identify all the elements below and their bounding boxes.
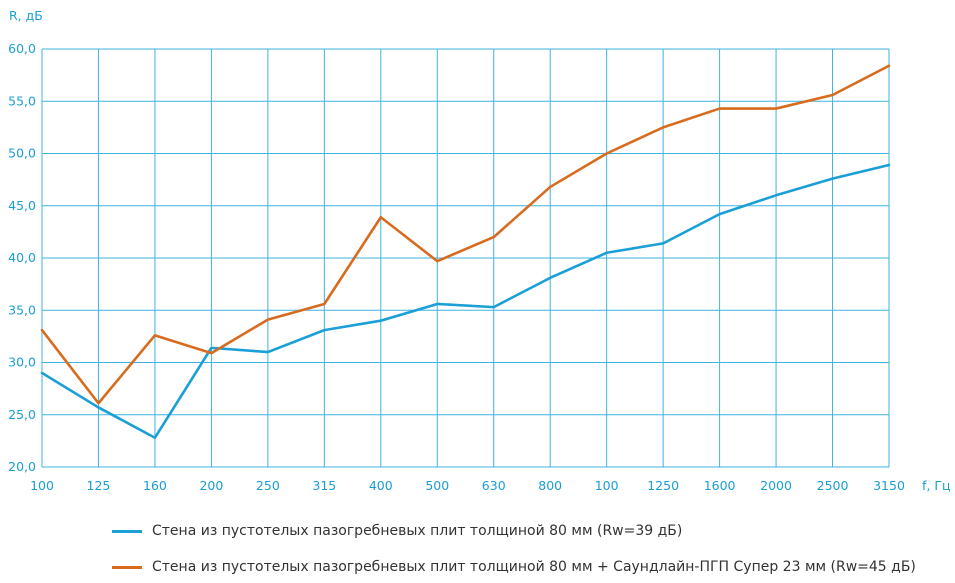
y-tick-label: 45,0	[8, 198, 36, 213]
y-tick-label: 60,0	[8, 41, 36, 56]
x-tick-label: 500	[425, 478, 449, 493]
x-tick-label: 250	[256, 478, 280, 493]
y-tick-labels: 20,0 25,0 30,0 35,0 40,0 45,0 50,0 55,0 60,0	[8, 41, 36, 474]
legend-swatch-1	[112, 529, 142, 533]
y-tick-label: 50,0	[8, 146, 36, 161]
x-tick-label: 100	[30, 478, 54, 493]
legend-item-2: Стена из пустотелых пазогребневых плит т…	[112, 559, 916, 575]
legend-label-1: Стена из пустотелых пазогребневых плит т…	[152, 523, 683, 539]
x-tick-label: 200	[199, 478, 223, 493]
x-tick-label: 315	[312, 478, 336, 493]
x-tick-label: 2500	[817, 478, 849, 493]
x-tick-label: 3150	[873, 478, 905, 493]
y-tick-label: 20,0	[8, 459, 36, 474]
series-line-1	[40, 163, 891, 440]
x-tick-label: 800	[538, 478, 562, 493]
x-axis-label: f, Гц	[922, 478, 950, 493]
series-line-2	[40, 64, 891, 405]
y-tick-label: 30,0	[8, 355, 36, 370]
x-tick-label: 400	[369, 478, 393, 493]
y-tick-label: 55,0	[8, 93, 36, 108]
y-tick-label: 35,0	[8, 302, 36, 317]
y-axis-label: R, дБ	[9, 8, 43, 23]
x-tick-label: 2000	[760, 478, 792, 493]
grid	[41, 48, 890, 468]
x-tick-label: 1250	[647, 478, 679, 493]
x-tick-label: 100	[595, 478, 619, 493]
x-tick-label: 160	[143, 478, 167, 493]
series-lines	[40, 64, 891, 440]
x-tick-label: 125	[87, 478, 111, 493]
x-tick-label: 1600	[704, 478, 736, 493]
legend-swatch-2	[112, 565, 142, 569]
legend-label-2: Стена из пустотелых пазогребневых плит т…	[152, 559, 916, 575]
x-tick-label: 630	[482, 478, 506, 493]
y-tick-label: 25,0	[8, 407, 36, 422]
y-tick-label: 40,0	[8, 250, 36, 265]
legend-item-1: Стена из пустотелых пазогребневых плит т…	[112, 523, 682, 539]
x-tick-labels: 100 125 160 200 250 315 400 500 630 800 100 1250 160…	[30, 478, 905, 493]
